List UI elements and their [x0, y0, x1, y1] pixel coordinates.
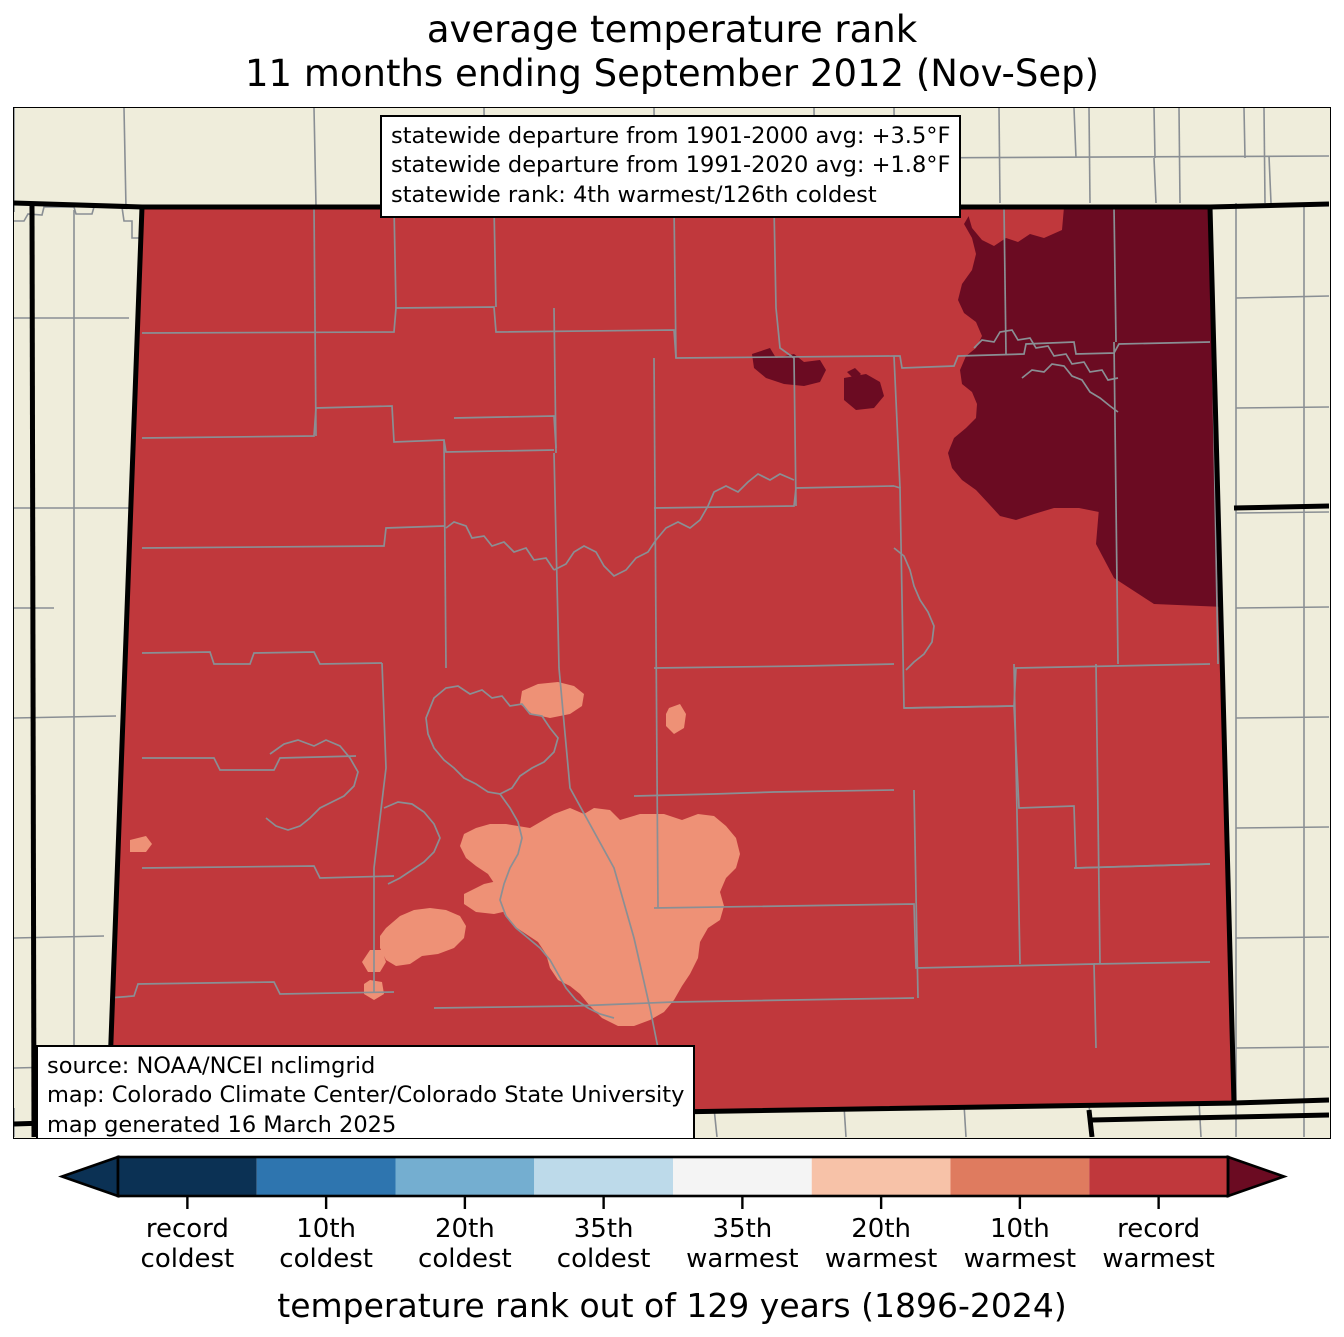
- colorbar-label-3-line1: 35th: [573, 1214, 634, 1244]
- colorbar-label-3: 35th coldest: [557, 1214, 651, 1274]
- page-title: average temperature rank 11 months endin…: [0, 8, 1344, 95]
- rank-maroon-tail-se: [1096, 508, 1234, 608]
- rank-maroon-patch-c: [847, 368, 861, 380]
- colorbar-label-2-line1: 20th: [434, 1214, 495, 1244]
- map-generated-line: map generated 16 March 2025: [47, 1111, 397, 1138]
- colorbar-label-0-line1: record: [145, 1214, 229, 1244]
- colorbar-band-7[interactable]: [1089, 1157, 1228, 1196]
- map-panel[interactable]: statewide departure from 1901-2000 avg: …: [13, 107, 1331, 1139]
- colorbar-band-1[interactable]: [256, 1157, 396, 1196]
- rank-maroon-patch-b: [844, 374, 884, 410]
- colorbar[interactable]: [0, 1148, 1344, 1218]
- colorbar-band-5[interactable]: [811, 1157, 951, 1196]
- colorbar-band-0[interactable]: [118, 1157, 257, 1196]
- stats-departure-1991-2020: statewide departure from 1991-2020 avg: …: [391, 152, 951, 179]
- colorbar-label-5: 20th warmest: [825, 1214, 938, 1274]
- colorado-temperature-rank-map: [14, 108, 1329, 1137]
- map-credit-line: map: Colorado Climate Center/Colorado St…: [47, 1082, 685, 1109]
- source-line: source: NOAA/NCEI nclimgrid: [47, 1053, 376, 1079]
- colorbar-label-0: record coldest: [141, 1214, 235, 1274]
- colorbar-label-7-line1: record: [1117, 1214, 1201, 1244]
- title-line-1: average temperature rank: [426, 8, 918, 51]
- colorbar-label-2: 20th coldest: [418, 1214, 512, 1274]
- colorbar-band-3[interactable]: [534, 1157, 673, 1196]
- colorbar-label-4-line1: 35th: [712, 1214, 773, 1244]
- rank-band-20th-warmest-area-n: [464, 880, 526, 914]
- rank-red-notch-ne: [966, 207, 1064, 246]
- colorbar-band-2[interactable]: [395, 1157, 535, 1196]
- source-attribution-box: source: NOAA/NCEI nclimgrid map: Colorad…: [36, 1045, 696, 1138]
- colorbar-label-6-line1: 10th: [989, 1214, 1050, 1244]
- colorbar-label-7-line2: warmest: [1102, 1244, 1215, 1275]
- colorbar-label-1: 10th coldest: [279, 1214, 373, 1274]
- colorbar-label-6: 10th warmest: [964, 1214, 1077, 1274]
- colorbar-label-5-line2: warmest: [824, 1244, 938, 1275]
- colorado-rank-raster: [108, 207, 1234, 1121]
- colorbar-label-2-line2: coldest: [418, 1244, 512, 1275]
- statewide-stats-box: statewide departure from 1901-2000 avg: …: [380, 115, 962, 219]
- colorbar-label-5-line1: 20th: [851, 1214, 911, 1244]
- rank-band-20th-warmest-area-west: [362, 908, 466, 1000]
- colorbar-label-7: record warmest: [1102, 1214, 1215, 1274]
- colorbar-outline: [116, 1155, 1230, 1198]
- rank-band-20th-warmest-patch-e: [666, 704, 686, 734]
- colorbar-label-3-line2: coldest: [556, 1244, 651, 1275]
- colorbar-cap-record-coldest: [58, 1155, 120, 1198]
- colorbar-cap-record-warmest: [1226, 1155, 1288, 1198]
- colorbar-band-4[interactable]: [673, 1157, 812, 1196]
- colorbar-label-4: 35th warmest: [686, 1214, 799, 1274]
- colorbar-label-4-line2: warmest: [686, 1244, 799, 1275]
- colorbar-tick-labels: record coldest 10th coldest 20th coldest 35th c…: [0, 1214, 1344, 1280]
- stats-statewide-rank: statewide rank: 4th warmest/126th coldes…: [391, 181, 877, 208]
- rank-band-record-warmest-area: [948, 207, 1234, 532]
- title-line-2: 11 months ending September 2012 (Nov-Sep…: [244, 51, 1100, 95]
- colorbar-band-6[interactable]: [950, 1157, 1090, 1196]
- colorbar-label-1-line2: coldest: [279, 1244, 373, 1275]
- stats-departure-1901-2000: statewide departure from 1901-2000 avg: …: [391, 123, 951, 149]
- rank-band-20th-warmest-patch-d: [520, 682, 584, 718]
- rank-band-20th-warmest-area-main: [460, 808, 740, 1026]
- colorbar-label-6-line2: warmest: [963, 1244, 1077, 1275]
- rank-band-20th-warmest-patch-f: [130, 836, 152, 852]
- colorbar-caption: temperature rank out of 129 years (1896-…: [277, 1286, 1067, 1325]
- colorbar-label-1-line1: 10th: [296, 1214, 357, 1244]
- colorbar-svg: [58, 1155, 1288, 1209]
- colorbar-label-0-line2: coldest: [140, 1244, 235, 1275]
